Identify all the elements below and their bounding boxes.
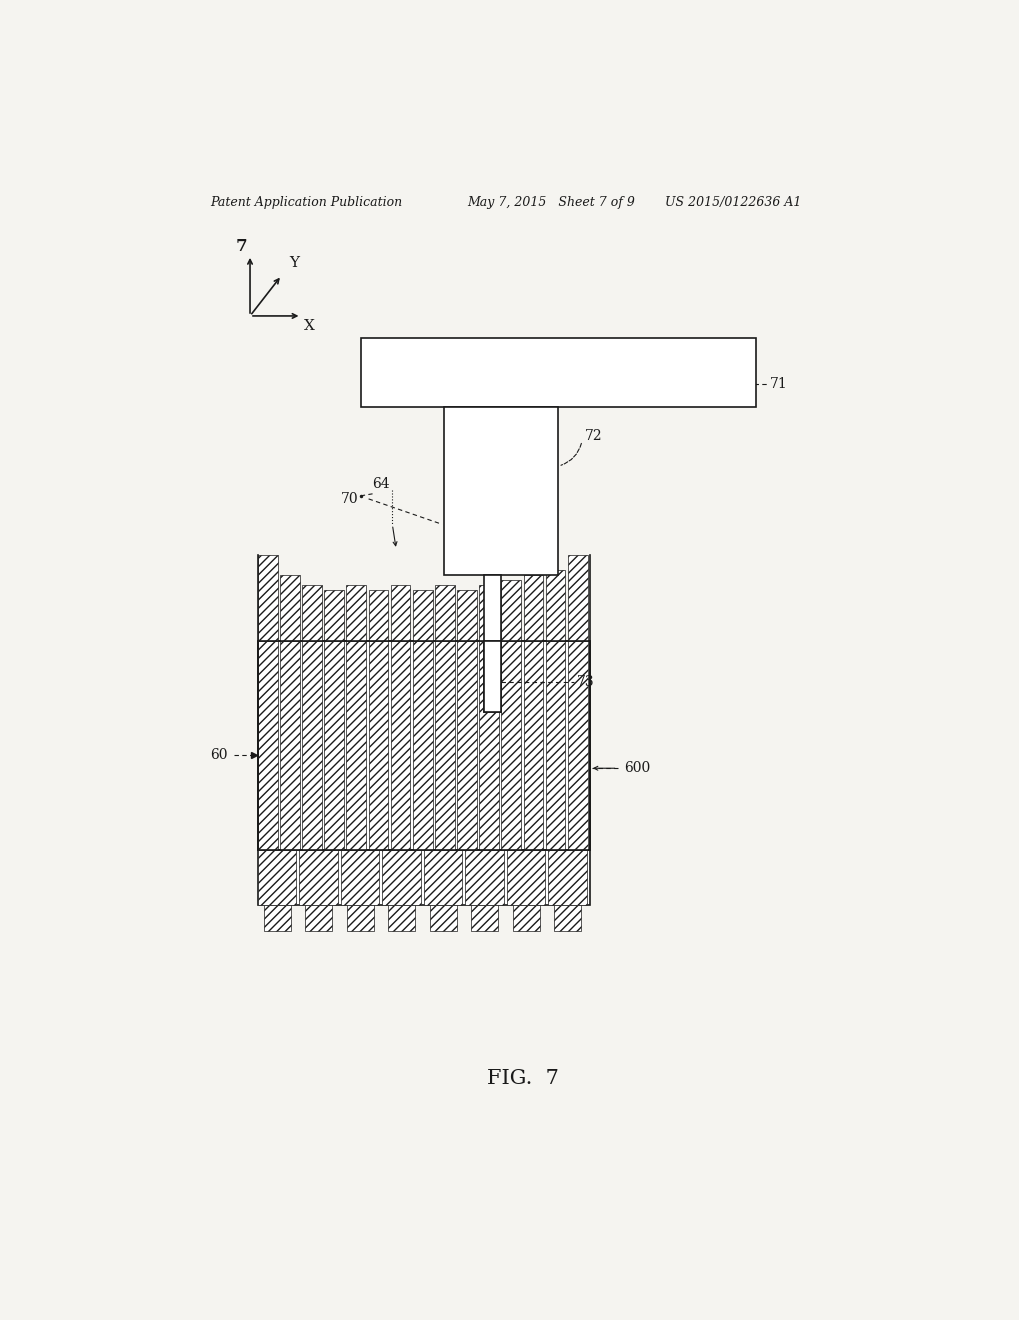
Bar <box>523 642 543 850</box>
Bar <box>258 554 277 642</box>
Bar <box>258 642 589 850</box>
Bar <box>484 576 501 713</box>
Bar <box>429 906 457 931</box>
Text: 71: 71 <box>768 378 787 391</box>
Bar <box>258 642 277 850</box>
Bar <box>390 642 410 850</box>
Bar <box>465 850 503 906</box>
Bar <box>305 906 332 931</box>
Text: FIG.  7: FIG. 7 <box>486 1069 558 1088</box>
Bar <box>501 581 521 642</box>
Bar <box>346 642 366 850</box>
Bar <box>443 408 557 576</box>
Bar <box>258 642 589 850</box>
Bar <box>471 906 497 931</box>
Bar <box>568 554 587 642</box>
Bar <box>545 642 565 850</box>
Bar <box>479 642 498 850</box>
Text: X: X <box>304 319 314 333</box>
Bar <box>553 906 581 931</box>
Bar <box>545 570 565 642</box>
Bar <box>382 850 421 906</box>
Bar <box>457 642 477 850</box>
Bar <box>258 850 589 906</box>
Text: 72: 72 <box>584 429 601 442</box>
Text: 64: 64 <box>372 477 390 491</box>
Bar <box>434 585 454 642</box>
Text: 60: 60 <box>210 748 228 762</box>
Bar <box>390 585 410 642</box>
Bar <box>324 590 343 642</box>
Bar <box>434 642 454 850</box>
Text: May 7, 2015   Sheet 7 of 9: May 7, 2015 Sheet 7 of 9 <box>467 195 635 209</box>
Bar <box>413 642 432 850</box>
Bar <box>346 585 366 642</box>
Bar <box>302 585 322 642</box>
Bar <box>506 850 545 906</box>
Bar <box>568 642 587 850</box>
Bar <box>302 642 322 850</box>
Bar <box>424 850 462 906</box>
Bar <box>280 576 300 642</box>
Bar <box>300 850 337 906</box>
Bar <box>513 906 539 931</box>
Bar <box>280 642 300 850</box>
Bar <box>484 642 501 713</box>
Bar <box>457 590 477 642</box>
Text: 7: 7 <box>235 239 248 255</box>
Bar <box>479 585 498 642</box>
Text: 70: 70 <box>340 492 359 506</box>
Text: US 2015/0122636 A1: US 2015/0122636 A1 <box>664 195 801 209</box>
Bar <box>264 906 290 931</box>
Bar <box>258 850 296 906</box>
Bar <box>413 590 432 642</box>
Bar <box>368 590 388 642</box>
Bar <box>324 642 343 850</box>
Text: Patent Application Publication: Patent Application Publication <box>210 195 403 209</box>
Text: 600: 600 <box>624 762 649 775</box>
Bar <box>501 642 521 850</box>
Bar <box>548 850 586 906</box>
Text: Y: Y <box>289 256 300 271</box>
Bar <box>361 338 755 408</box>
Bar <box>346 906 373 931</box>
Bar <box>340 850 379 906</box>
Bar <box>388 906 415 931</box>
Bar <box>368 642 388 850</box>
Bar <box>523 576 543 642</box>
Text: 73: 73 <box>576 675 593 689</box>
